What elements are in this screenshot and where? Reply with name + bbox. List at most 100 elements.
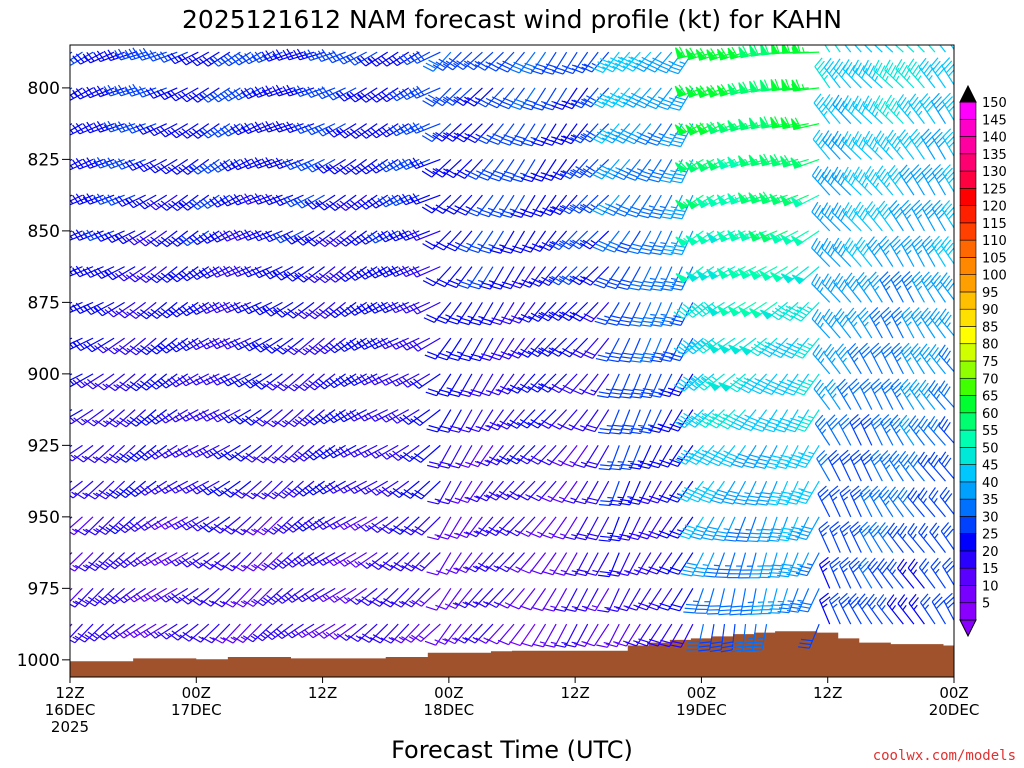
wind-barb [930, 557, 946, 589]
wind-barb [584, 445, 610, 469]
wind-barb [585, 516, 610, 541]
wind-barb [728, 409, 757, 431]
wind-barb [849, 449, 863, 482]
wind-barb [896, 558, 915, 589]
color-scale-bin [959, 274, 977, 293]
wind-barb [821, 237, 841, 268]
wind-barb [105, 480, 136, 499]
wind-barb [770, 266, 799, 283]
wind-barb [847, 593, 862, 625]
wind-barb [918, 379, 936, 410]
wind-barb [552, 516, 578, 540]
wind-barb [177, 516, 210, 531]
wind-barb [838, 592, 852, 625]
wind-barb [70, 623, 83, 639]
wind-barb [444, 623, 473, 645]
color-scale-label: 40 [982, 476, 999, 491]
wind-barb [178, 123, 210, 139]
wind-barb [670, 159, 694, 184]
wind-barb [709, 624, 726, 653]
wind-barb [243, 516, 273, 536]
wind-barb [445, 266, 473, 289]
wind-barb [706, 301, 736, 317]
wind-barb [390, 552, 420, 572]
wind-barb [638, 445, 662, 469]
wind-barb [377, 373, 410, 386]
wind-barb [670, 194, 694, 220]
wind-barb [628, 266, 652, 291]
wind-barb [437, 409, 462, 433]
wind-barb [574, 516, 599, 541]
wind-barb [167, 409, 199, 423]
wind-barb [251, 301, 283, 316]
x-tick-label: 12Z [308, 684, 337, 702]
color-scale-bin [959, 222, 977, 241]
wind-barb [95, 480, 126, 500]
wind-barb [220, 51, 252, 67]
wind-barb [336, 623, 368, 641]
wind-barb [85, 516, 115, 536]
wind-barb [890, 342, 904, 375]
wind-barb [272, 230, 304, 244]
wind-barb [822, 130, 841, 160]
wind-barb [104, 587, 136, 605]
wind-barb [865, 201, 883, 232]
wind-barb [70, 552, 94, 572]
wind-barb [146, 158, 178, 174]
wind-barb [95, 444, 126, 464]
wind-barb [692, 552, 715, 578]
wind-barb [253, 587, 283, 607]
wind-barb [921, 164, 937, 196]
wind-barb [487, 123, 515, 146]
wind-barb [527, 373, 557, 393]
wind-barb [930, 271, 946, 303]
wind-barb [529, 230, 557, 252]
wind-barb [72, 337, 104, 352]
wind-barb [70, 480, 94, 499]
wind-barb [324, 480, 357, 494]
wind-barb [475, 480, 504, 502]
wind-barb [390, 587, 420, 608]
wind-barb [559, 194, 589, 215]
wind-barb [409, 301, 441, 315]
wind-barb [638, 409, 662, 434]
wind-barb [156, 587, 189, 603]
y-tick-label: 975 [28, 579, 60, 599]
wind-barb [367, 123, 399, 139]
wind-barb [70, 587, 83, 603]
y-tick-label: 800 [28, 79, 60, 99]
x-tick-label: 12Z [55, 684, 84, 702]
wind-barb [304, 480, 336, 496]
wind-barb [718, 588, 736, 616]
wind-barb [178, 587, 210, 605]
y-tick-label: 850 [28, 222, 60, 242]
wind-barb [157, 230, 189, 248]
wind-barb [879, 450, 894, 482]
wind-barb [759, 301, 788, 320]
wind-barb [410, 444, 441, 463]
wind-barb [304, 587, 336, 602]
wind-barb [598, 516, 620, 542]
wind-barb [347, 623, 378, 643]
wind-barb [792, 45, 820, 54]
wind-barb [628, 302, 652, 327]
wind-barb [838, 449, 853, 482]
wind-barb [147, 266, 178, 284]
wind-barb [75, 552, 104, 572]
wind-barb [710, 480, 736, 504]
wind-barb [242, 480, 273, 500]
wind-barb [868, 521, 883, 553]
wind-barb [357, 123, 389, 139]
wind-barb [859, 378, 873, 410]
wind-barb [794, 480, 820, 505]
color-scale-label: 150 [982, 96, 1007, 111]
wind-barb [93, 301, 125, 317]
wind-barb [921, 199, 937, 232]
wind-barb [549, 194, 578, 216]
wind-barb [425, 373, 452, 397]
y-tick-label: 950 [28, 508, 60, 528]
color-scale-bin [959, 464, 977, 483]
wind-barb [608, 516, 631, 542]
wind-barb [786, 588, 810, 613]
wind-barb [135, 194, 168, 210]
